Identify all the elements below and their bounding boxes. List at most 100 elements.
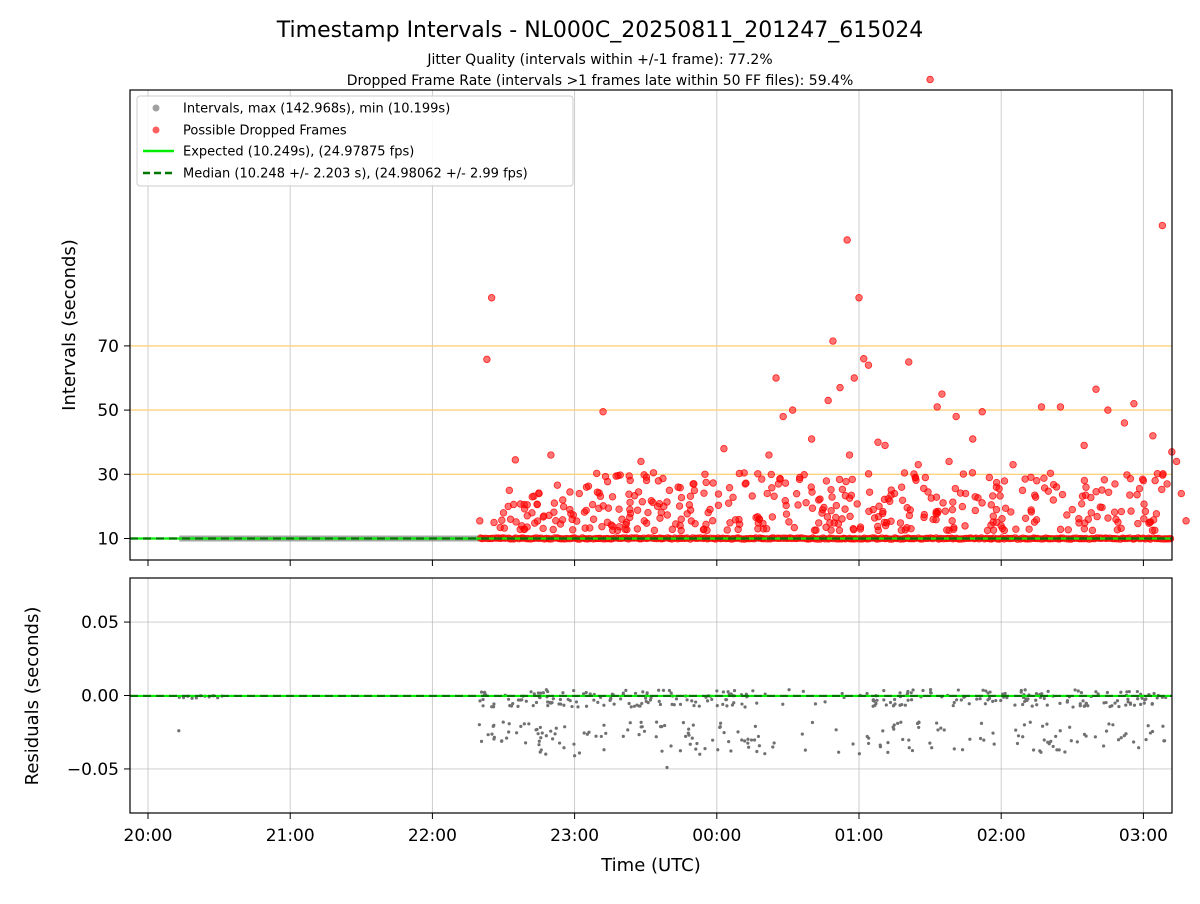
residual-point xyxy=(685,698,689,702)
residual-point xyxy=(574,700,579,704)
residual-point xyxy=(640,701,644,706)
residual-point xyxy=(535,727,539,732)
residual-point xyxy=(1030,704,1034,708)
residual-point xyxy=(539,736,543,740)
residual-point xyxy=(612,702,616,706)
legend-median-label: Median (10.248 +/- 2.203 s), (24.98062 +… xyxy=(183,167,528,182)
residual-point xyxy=(1161,724,1165,728)
residual-point xyxy=(936,728,940,732)
residual-point xyxy=(1076,689,1080,693)
dropped-frame-point xyxy=(870,514,879,522)
dropped-frame-point xyxy=(650,526,659,535)
dropped-frame-point xyxy=(958,502,967,511)
residual-point xyxy=(1042,738,1046,742)
dropped-frame-point xyxy=(1037,403,1046,411)
dropped-frame-point xyxy=(1149,432,1157,440)
dropped-frame-point xyxy=(1182,517,1190,525)
residual-point xyxy=(746,741,750,745)
residual-point xyxy=(1045,722,1049,726)
dropped-frame-point xyxy=(808,504,817,512)
dropped-frame-point xyxy=(615,523,624,531)
dropped-frame-point xyxy=(1012,525,1020,533)
dropped-frame-point xyxy=(626,498,634,507)
residual-point xyxy=(558,697,563,702)
dropped-frame-point xyxy=(785,518,793,526)
dropped-frame-point xyxy=(926,75,934,84)
residual-point xyxy=(479,739,484,743)
dropped-frame-point xyxy=(618,515,626,523)
residual-point xyxy=(499,739,504,743)
residual-point xyxy=(1021,702,1025,707)
dropped-frame-point xyxy=(1140,515,1148,523)
legend-intervals-marker xyxy=(152,104,160,112)
residual-point xyxy=(501,720,505,724)
residual-point xyxy=(891,725,895,729)
dropped-frame-point xyxy=(677,515,685,523)
residual-point xyxy=(888,700,893,705)
dropped-frame-point xyxy=(929,515,937,524)
residual-point xyxy=(1126,700,1130,704)
dropped-frame-point xyxy=(920,513,928,522)
dropped-frame-point xyxy=(1080,441,1088,450)
residual-point xyxy=(551,697,555,701)
dropped-frame-point xyxy=(934,507,942,515)
residual-point xyxy=(960,748,965,752)
residual-point xyxy=(1058,701,1062,705)
residual-point xyxy=(546,703,550,708)
residual-point xyxy=(492,723,496,727)
dropped-frame-point xyxy=(911,473,920,482)
residual-point xyxy=(559,702,563,706)
dropped-frame-point xyxy=(649,469,658,477)
intervals-plot-frame xyxy=(129,89,1173,561)
residual-point xyxy=(596,700,600,704)
dropped-frame-point xyxy=(625,472,633,480)
dropped-frame-point xyxy=(559,502,568,511)
dropped-frame-point xyxy=(996,492,1004,500)
residual-point xyxy=(520,698,524,702)
residual-point xyxy=(1054,734,1058,738)
residual-point xyxy=(724,697,728,702)
dropped-frame-point xyxy=(754,470,762,478)
dropped-frame-point xyxy=(846,512,854,521)
residual-point xyxy=(952,747,956,751)
dropped-frame-point xyxy=(702,478,710,487)
residual-point xyxy=(930,746,934,750)
residual-point xyxy=(992,742,996,746)
residual-point xyxy=(1150,702,1154,706)
residual-point xyxy=(632,704,636,708)
dropped-frame-point xyxy=(616,471,624,479)
residual-point xyxy=(772,741,776,745)
legend-expected-label: Expected (10.249s), (24.97875 fps) xyxy=(183,145,414,160)
dropped-frame-point xyxy=(700,489,708,497)
dropped-frame-point xyxy=(1009,460,1017,469)
residual-point xyxy=(752,738,757,742)
dropped-frame-point xyxy=(768,513,777,521)
residual-point xyxy=(537,739,541,743)
dropped-frame-point xyxy=(630,492,639,500)
residual-point xyxy=(987,696,992,700)
dropped-frame-point xyxy=(1064,526,1072,534)
residuals-y-tick-label: 0.05 xyxy=(81,613,119,633)
residual-point xyxy=(478,699,482,703)
dropped-frame-point xyxy=(726,519,734,527)
residual-point xyxy=(1125,690,1129,694)
dropped-frame-point xyxy=(540,512,548,520)
dropped-frame-point xyxy=(580,508,589,516)
dropped-frame-point xyxy=(677,493,686,502)
residual-point xyxy=(753,724,757,728)
residual-point xyxy=(562,746,566,750)
dropped-frame-point xyxy=(835,526,844,535)
residual-point xyxy=(875,698,879,702)
residual-point xyxy=(1140,696,1144,700)
residual-point xyxy=(627,701,631,706)
dropped-frame-point xyxy=(1134,519,1142,528)
residual-point xyxy=(1049,739,1053,743)
residual-point xyxy=(1028,720,1032,724)
residual-point xyxy=(1144,737,1148,742)
residual-point xyxy=(837,750,841,754)
dropped-frame-point xyxy=(575,489,584,498)
dropped-frame-point xyxy=(897,483,906,491)
residual-point xyxy=(479,690,484,694)
dropped-frame-point xyxy=(1025,525,1033,533)
dropped-frame-point xyxy=(869,505,877,514)
